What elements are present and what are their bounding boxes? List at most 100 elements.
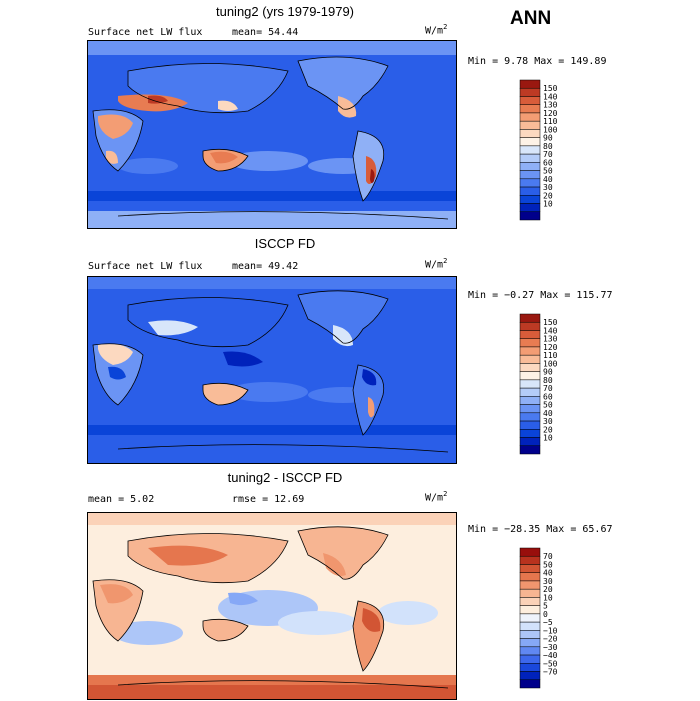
colorbar-swatch bbox=[519, 371, 541, 381]
colorbar-swatch bbox=[519, 429, 541, 438]
colorbar-tick-label: 60 bbox=[543, 392, 553, 401]
panel2-units: W/m2 bbox=[425, 257, 448, 271]
panel2-colorbar: 150 140 130 120 110 100 90 80 70 60 50 40 30 20 10 bbox=[518, 312, 578, 467]
colorbar-swatch bbox=[519, 605, 541, 615]
colorbar-swatch bbox=[519, 203, 541, 213]
colorbar-tick-label: 70 bbox=[543, 384, 553, 393]
colorbar-tick-label: 10 bbox=[543, 593, 553, 602]
colorbar-tick-label: 100 bbox=[543, 125, 558, 134]
panel2-mean: mean= 49.42 bbox=[232, 261, 299, 272]
panel2-title: ISCCP FD bbox=[254, 236, 316, 251]
panel3-map-svg bbox=[88, 513, 456, 699]
colorbar-tick-label: 10 bbox=[543, 200, 553, 209]
colorbar-swatch bbox=[519, 354, 541, 364]
panel3-minmax: Min = −28.35 Max = 65.67 bbox=[468, 524, 613, 535]
colorbar-swatch bbox=[519, 313, 541, 323]
colorbar-tick-label: −50 bbox=[543, 659, 558, 668]
colorbar-tick-label: 110 bbox=[543, 351, 558, 360]
colorbar-tick-label: 150 bbox=[543, 84, 558, 93]
colorbar-swatch bbox=[519, 162, 541, 171]
colorbar-tick-label: −20 bbox=[543, 635, 558, 644]
panel3-units: W/m2 bbox=[425, 490, 448, 504]
colorbar-tick-label: 20 bbox=[543, 425, 553, 434]
colorbar-tick-label: 70 bbox=[543, 150, 553, 159]
colorbar-tick-label: 0 bbox=[543, 610, 548, 619]
colorbar-swatch bbox=[519, 613, 541, 623]
colorbar-swatch bbox=[519, 679, 541, 689]
colorbar-swatch bbox=[519, 195, 541, 204]
colorbar-swatch bbox=[519, 120, 541, 130]
colorbar-swatch bbox=[519, 387, 541, 397]
colorbar-swatch bbox=[519, 379, 541, 389]
colorbar-swatch bbox=[519, 564, 541, 573]
colorbar-tick-label: 30 bbox=[543, 183, 553, 192]
colorbar-swatch bbox=[519, 186, 541, 196]
colorbar-tick-label: 30 bbox=[543, 417, 553, 426]
colorbar-tick-label: 90 bbox=[543, 368, 553, 377]
colorbar-swatch bbox=[519, 630, 541, 639]
colorbar-tick-label: 150 bbox=[543, 318, 558, 327]
panel2-map bbox=[87, 276, 457, 464]
colorbar-swatch bbox=[519, 638, 541, 648]
colorbar-tick-label: −5 bbox=[543, 618, 553, 627]
colorbar-tick-label: 30 bbox=[543, 577, 553, 586]
colorbar-swatch bbox=[519, 646, 541, 656]
panel1-colorbar: 150 140 130 120 110 100 90 80 70 60 50 40 30 20 10 bbox=[518, 78, 578, 233]
colorbar-swatch bbox=[519, 211, 541, 221]
colorbar-tick-label: 120 bbox=[543, 343, 558, 352]
colorbar-tick-label: 40 bbox=[543, 409, 553, 418]
colorbar-tick-label: 10 bbox=[543, 434, 553, 443]
colorbar-swatch bbox=[519, 580, 541, 590]
colorbar-swatch bbox=[519, 170, 541, 180]
colorbar-tick-label: 5 bbox=[543, 602, 548, 611]
colorbar-tick-label: 130 bbox=[543, 335, 558, 344]
colorbar-swatch bbox=[519, 671, 541, 681]
season-label: ANN bbox=[510, 8, 552, 29]
colorbar-swatch bbox=[519, 330, 541, 339]
colorbar-tick-label: 40 bbox=[543, 175, 553, 184]
colorbar-swatch bbox=[519, 572, 541, 582]
colorbar-swatch bbox=[519, 145, 541, 155]
panel1-field-label: Surface net LW flux bbox=[88, 27, 203, 38]
colorbar-swatch bbox=[519, 420, 541, 430]
colorbar-tick-label: 110 bbox=[543, 117, 558, 126]
panel3-mean: mean = 5.02 bbox=[88, 494, 155, 505]
colorbar-swatch bbox=[519, 96, 541, 105]
colorbar-swatch bbox=[519, 621, 541, 631]
colorbar-swatch bbox=[519, 437, 541, 447]
colorbar-swatch bbox=[519, 104, 541, 114]
colorbar-tick-label: −40 bbox=[543, 651, 558, 660]
panel1-units: W/m2 bbox=[425, 23, 448, 37]
colorbar-swatch bbox=[519, 396, 541, 405]
colorbar-tick-label: 140 bbox=[543, 92, 558, 101]
panel1-mean: mean= 54.44 bbox=[232, 27, 299, 38]
colorbar-swatch bbox=[519, 404, 541, 414]
colorbar-tick-label: 120 bbox=[543, 109, 558, 118]
colorbar-tick-label: 130 bbox=[543, 101, 558, 110]
colorbar-swatch bbox=[519, 153, 541, 163]
colorbar-tick-label: 70 bbox=[543, 552, 553, 561]
panel3-title: tuning2 - ISCCP FD bbox=[227, 470, 343, 485]
panel1-map bbox=[87, 40, 457, 229]
colorbar-tick-label: −70 bbox=[543, 668, 558, 677]
colorbar-tick-label: 60 bbox=[543, 158, 553, 167]
colorbar-tick-label: 100 bbox=[543, 359, 558, 368]
colorbar-tick-label: −30 bbox=[543, 643, 558, 652]
colorbar-tick-label: 90 bbox=[543, 134, 553, 143]
colorbar-swatch bbox=[519, 555, 541, 565]
colorbar-swatch bbox=[519, 412, 541, 422]
colorbar-tick-label: 80 bbox=[543, 376, 553, 385]
colorbar-swatch bbox=[519, 363, 541, 372]
panel1-map-svg bbox=[88, 41, 456, 228]
panel3-map bbox=[87, 512, 457, 700]
colorbar-tick-label: 50 bbox=[543, 401, 553, 410]
colorbar-swatch bbox=[519, 112, 541, 122]
panel3-colorbar: 70 50 40 30 20 10 5 0 −5 −10 −20 −30 −40 −50 −70 bbox=[518, 546, 578, 701]
colorbar-tick-label: 40 bbox=[543, 569, 553, 578]
colorbar-swatch bbox=[519, 597, 541, 606]
colorbar-swatch bbox=[519, 654, 541, 664]
panel2-field-label: Surface net LW flux bbox=[88, 261, 203, 272]
